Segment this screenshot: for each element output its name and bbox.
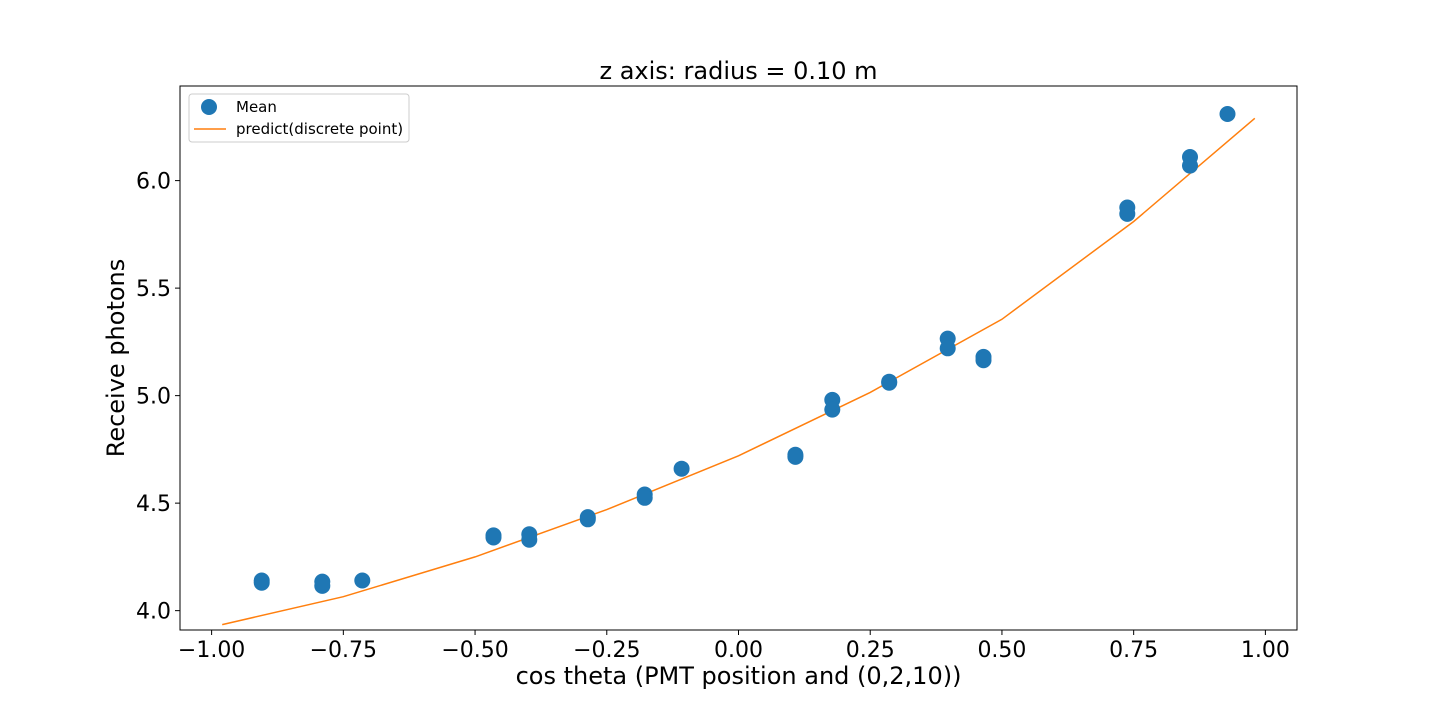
x-tick-label: −0.75 (310, 638, 377, 663)
legend-label-predict: predict(discrete point) (236, 120, 403, 138)
y-tick-label: 6.0 (136, 170, 171, 195)
predict-line (222, 117, 1256, 626)
x-tick-label: 1.00 (1241, 638, 1290, 663)
mean-point (253, 574, 270, 591)
mean-point (485, 529, 502, 546)
legend: Mean predict(discrete point) (188, 93, 410, 143)
mean-point (1182, 157, 1198, 174)
mean-point (824, 401, 841, 418)
x-tick-label: 0.25 (846, 638, 895, 663)
y-axis-label: Receive photons (102, 259, 130, 458)
x-axis: −1.00 −0.75 −0.50 −0.25 0.00 0.25 0.50 0.75 1.00 (178, 630, 1290, 663)
legend-box (188, 93, 410, 143)
mean-point (636, 489, 653, 506)
mean-point (881, 374, 898, 391)
x-tick-label: −1.00 (178, 638, 245, 663)
x-tick-label: 0.00 (714, 638, 763, 663)
mean-point (1119, 205, 1136, 222)
y-tick-label: 4.5 (136, 492, 171, 517)
mean-point (939, 340, 956, 357)
x-tick-label: 0.75 (1109, 638, 1158, 663)
mean-point (354, 572, 371, 589)
legend-marker-mean (201, 99, 217, 115)
mean-point (673, 460, 690, 477)
chart-title: z axis: radius = 0.10 m (599, 57, 877, 85)
x-axis-label: cos theta (PMT position and (0,2,10)) (516, 662, 962, 690)
mean-point (1219, 106, 1236, 122)
y-tick-label: 5.0 (136, 385, 171, 410)
mean-point (521, 531, 538, 548)
plot-frame (179, 85, 1298, 631)
legend-label-mean: Mean (236, 98, 277, 116)
y-tick-label: 5.5 (136, 277, 171, 302)
y-axis: 4.0 4.5 5.0 5.5 6.0 (136, 170, 180, 625)
x-tick-label: 0.50 (977, 638, 1026, 663)
x-tick-label: −0.50 (441, 638, 508, 663)
plot-area (222, 106, 1256, 626)
mean-point (314, 577, 331, 594)
mean-point (579, 511, 596, 528)
mean-point (787, 448, 804, 465)
y-tick-label: 4.0 (136, 600, 171, 625)
mean-point (975, 352, 992, 369)
x-tick-label: −0.25 (573, 638, 640, 663)
